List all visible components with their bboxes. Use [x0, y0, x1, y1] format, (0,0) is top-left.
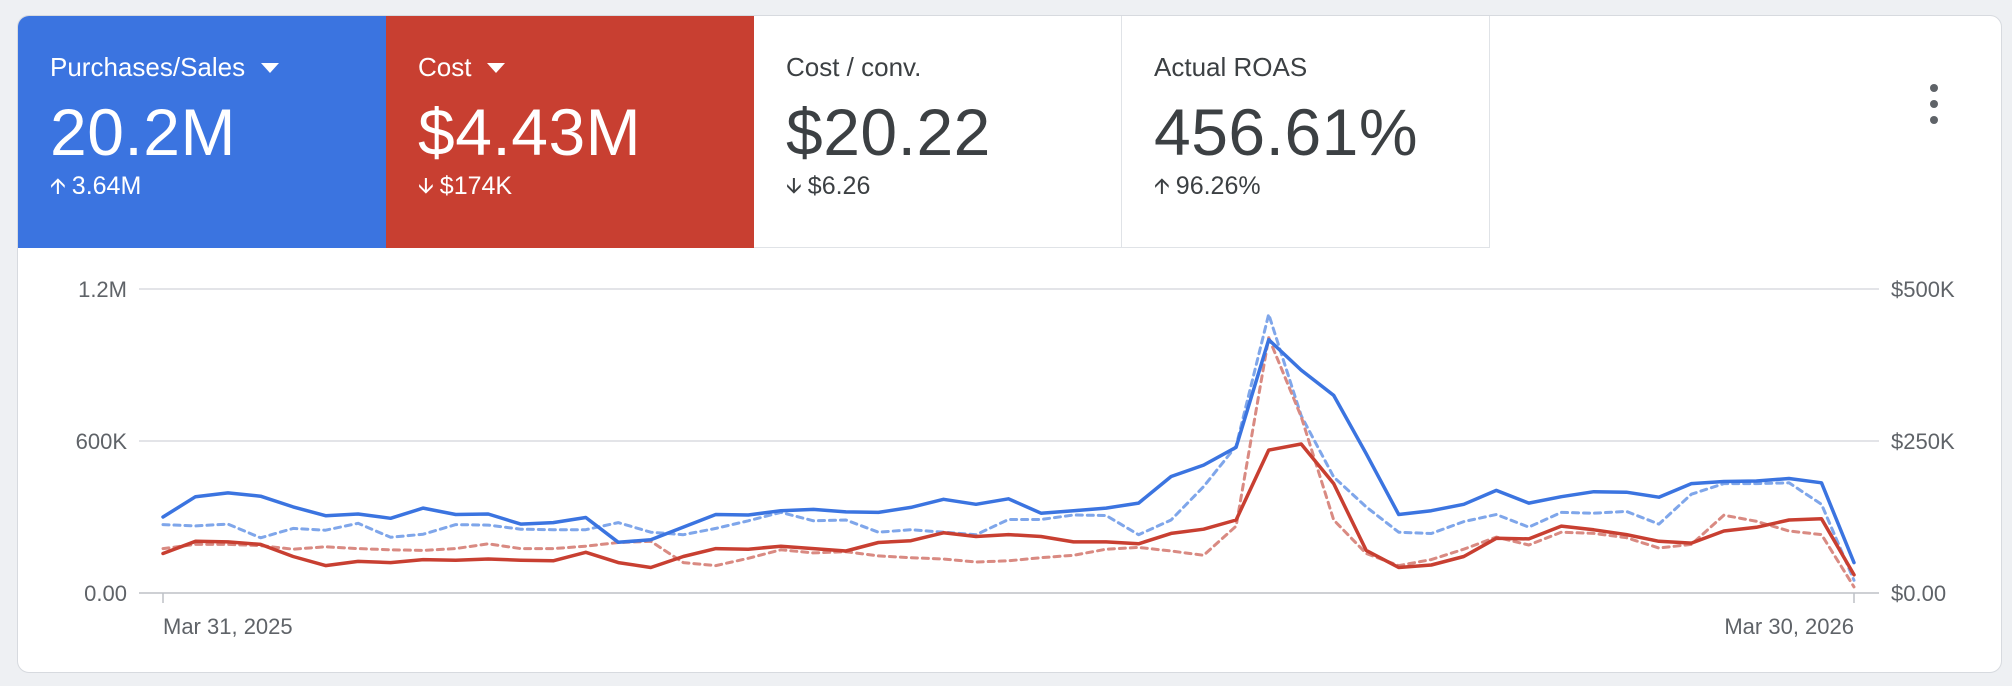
metric-delta-text: 96.26% [1175, 172, 1261, 200]
metric-delta: 🡫 $174K [418, 171, 754, 201]
arrow-down-icon: 🡫 [786, 173, 802, 198]
metric-label-text: Cost [418, 52, 472, 82]
y-left-tick-label: 0.00 [84, 581, 127, 606]
metric-delta: 🡩 3.64M [50, 171, 386, 201]
dropdown-caret-icon[interactable] [487, 63, 506, 73]
menu-dot [1930, 84, 1938, 92]
metric-tile-cost-per-conv[interactable]: Cost / conv. $20.22 🡫 $6.26 [754, 16, 1122, 248]
chart-series [161, 312, 1856, 589]
arrow-up-icon: 🡩 [1154, 173, 1170, 198]
metric-value: 20.2M [50, 95, 236, 169]
x-tick-label-end: Mar 30, 2026 [1724, 614, 1854, 639]
metric-label[interactable]: Purchases/Sales [50, 52, 386, 82]
metric-tile-purchases-sales[interactable]: Purchases/Sales 20.2M 🡩 3.64M [18, 16, 386, 248]
y-right-tick-label: $250K [1891, 429, 1955, 454]
metric-delta-text: $174K [439, 172, 513, 200]
series-line-1 [161, 312, 1856, 582]
metric-delta: 🡫 $6.26 [786, 171, 1121, 201]
metric-tiles: Purchases/Sales 20.2M 🡩 3.64M Cost $4.43… [18, 16, 1490, 248]
metric-delta-text: $6.26 [807, 172, 871, 200]
x-tick-label-start: Mar 31, 2025 [163, 614, 293, 639]
y-right-tick-label: $500K [1891, 277, 1955, 302]
y-left-tick-label: 600K [76, 429, 128, 454]
more-vert-icon[interactable] [1922, 84, 1946, 124]
y-left-tick-label: 1.2M [78, 277, 127, 302]
series-line-3 [161, 336, 1856, 589]
menu-dot [1930, 100, 1938, 108]
metric-label[interactable]: Cost [418, 52, 754, 82]
metric-value: $4.43M [418, 95, 642, 169]
metric-delta: 🡩 96.26% [1154, 171, 1489, 201]
metric-delta-text: 3.64M [71, 172, 142, 200]
metric-tile-actual-roas[interactable]: Actual ROAS 456.61% 🡩 96.26% [1122, 16, 1490, 248]
metric-value: $20.22 [786, 95, 991, 169]
metric-label: Actual ROAS [1154, 52, 1308, 82]
performance-card: Purchases/Sales 20.2M 🡩 3.64M Cost $4.43… [17, 15, 2002, 673]
line-chart: 0.00 $0.00 600K $250K 1.2M $500K Mar 31, 2025 M… [76, 277, 1955, 639]
metric-label: Cost / conv. [786, 52, 922, 82]
chart-axis-labels: 0.00 $0.00 600K $250K 1.2M $500K Mar 31, 2025 M… [76, 277, 1955, 639]
arrow-up-icon: 🡩 [50, 173, 66, 198]
menu-dot [1930, 116, 1938, 124]
metric-label-text: Purchases/Sales [50, 52, 246, 82]
arrow-down-icon: 🡫 [418, 173, 434, 198]
dropdown-caret-icon[interactable] [261, 63, 280, 73]
series-line-2 [161, 442, 1856, 577]
metric-tile-cost[interactable]: Cost $4.43M 🡫 $174K [386, 16, 754, 248]
y-right-tick-label: $0.00 [1891, 581, 1946, 606]
series-line-0 [161, 337, 1856, 565]
chart-grid [139, 288, 1879, 603]
metric-value: 456.61% [1154, 95, 1419, 169]
